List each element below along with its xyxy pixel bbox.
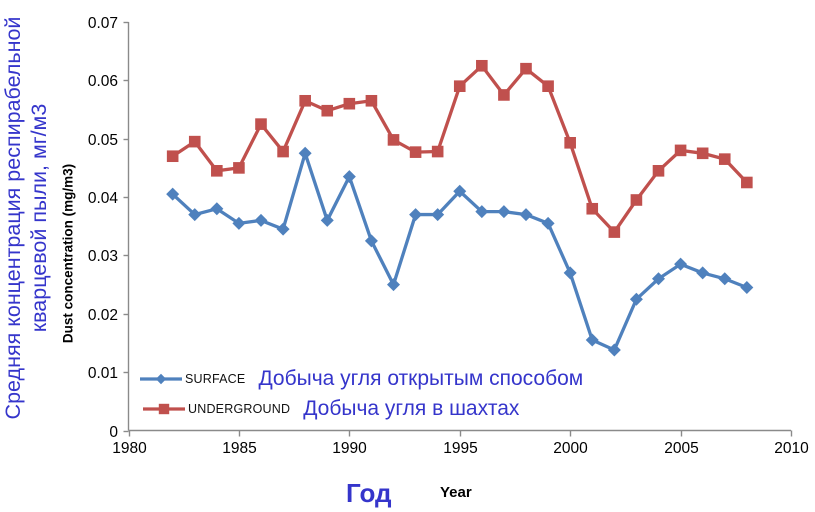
y-axis-title-russian: Средняя концентрация респирабельной квар… <box>0 1 54 435</box>
svg-text:0.02: 0.02 <box>88 307 118 324</box>
svg-text:2005: 2005 <box>664 440 698 457</box>
legend-label-surface: SURFACE <box>185 371 246 386</box>
y-axis-title-english: Dust concentration (mg/m3) <box>60 163 76 344</box>
svg-text:1995: 1995 <box>443 440 477 457</box>
y-axis-title-russian-line1: Средняя концентрация респирабельной <box>1 16 25 420</box>
surface-series-marker-icon <box>140 373 182 384</box>
svg-text:0.05: 0.05 <box>88 132 118 149</box>
y-axis-title-russian-line2: кварцевой пыли, мг/м3 <box>27 103 51 333</box>
underground-series-marker-icon <box>143 403 185 414</box>
svg-text:0: 0 <box>109 424 118 441</box>
svg-text:1980: 1980 <box>112 440 147 457</box>
legend-label-underground-russian: Добыча угля в шахтах <box>303 396 520 420</box>
svg-text:0.06: 0.06 <box>88 73 118 90</box>
x-axis-title-russian: Год <box>346 478 392 508</box>
svg-text:1990: 1990 <box>332 440 367 457</box>
x-axis-title-english: Year <box>440 484 472 501</box>
svg-text:0.04: 0.04 <box>88 190 119 207</box>
legend-row-surface: SURFACE Добыча угля открытым способом <box>140 364 583 393</box>
svg-text:0.03: 0.03 <box>88 248 118 265</box>
legend-label-underground: UNDERGROUND <box>188 401 291 416</box>
svg-text:0.01: 0.01 <box>88 365 118 382</box>
svg-text:2010: 2010 <box>774 440 809 457</box>
svg-text:1985: 1985 <box>222 440 256 457</box>
svg-text:0.07: 0.07 <box>88 15 118 32</box>
legend-row-underground: UNDERGROUND Добыча угля в шахтах <box>143 394 583 423</box>
svg-text:2000: 2000 <box>553 440 588 457</box>
legend: SURFACE Добыча угля открытым способом UN… <box>140 364 583 423</box>
legend-label-surface-russian: Добыча угля открытым способом <box>258 366 584 390</box>
